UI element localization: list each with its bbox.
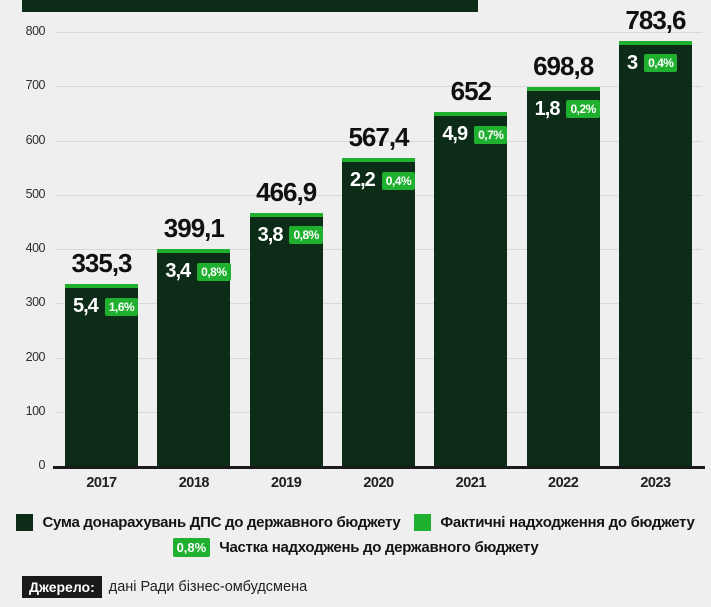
total-label-2017: 335,3 (71, 248, 132, 279)
gridline-800 (55, 32, 702, 33)
y-tick-label-600: 600 (25, 132, 46, 147)
legend-row-1: Сума донарахувань ДПС до державного бюдж… (16, 514, 695, 531)
y-tick-label-200: 200 (25, 349, 46, 364)
bright-green-swatch-icon (414, 514, 432, 531)
share-badge-2020: 0,4% (381, 171, 416, 190)
bar-2019 (249, 212, 323, 466)
bar-2020 (341, 158, 415, 466)
y-tick-label-500: 500 (25, 186, 46, 201)
bar-inner-labels-2019: 3,8 0,8% (258, 224, 323, 247)
total-label-2023: 783,6 (625, 4, 686, 35)
y-tick-label-300: 300 (25, 295, 46, 310)
source-badge: Джерело: (22, 576, 102, 598)
inflow-value-2021: 4,9 (442, 123, 468, 146)
bar-2023 (618, 40, 692, 466)
bar-inner-labels-2023: 3 0,4% (626, 51, 678, 75)
x-tick-label-2020: 2020 (363, 475, 394, 491)
inflow-value-2020: 2,2 (349, 169, 376, 192)
x-tick-label-2023: 2023 (640, 475, 671, 491)
x-axis-line (53, 466, 705, 469)
bar-2022 (526, 86, 600, 466)
bar-2018 (157, 249, 231, 466)
share-badge-2018: 0,8% (197, 262, 231, 281)
inflow-value-2017: 5,4 (73, 295, 99, 318)
bar-inner-labels-2017: 5,4 1,6% (73, 295, 139, 318)
y-tick-label-800: 800 (25, 24, 46, 38)
y-tick-label-100: 100 (25, 403, 46, 418)
chart-legend: Сума донарахувань ДПС до державного бюдж… (0, 514, 711, 557)
y-tick-label-700: 700 (25, 78, 46, 93)
bar-inner-labels-2022: 1,8 0,2% (535, 98, 600, 121)
x-tick-label-2017: 2017 (86, 475, 117, 491)
bar-2021 (434, 112, 508, 466)
x-tick-label-2019: 2019 (271, 475, 302, 491)
total-label-2021: 652 (450, 76, 492, 107)
inflow-value-2018: 3,4 (165, 260, 191, 283)
legend-label-accruals: Сума донарахувань ДПС до державного бюдж… (42, 514, 401, 531)
total-label-2019: 466,9 (256, 176, 317, 207)
y-tick-label-400: 400 (25, 241, 46, 255)
bar-inner-labels-2020: 2,2 0,4% (349, 169, 416, 192)
gridline-700 (55, 86, 702, 88)
total-label-2018: 399,1 (163, 213, 225, 244)
percent-badge-icon: 0,8% (172, 538, 211, 557)
bar-inner-labels-2021: 4,9 0,7% (442, 123, 508, 146)
share-badge-2019: 0,8% (289, 226, 323, 245)
total-label-2020: 567,4 (348, 122, 409, 153)
share-badge-2021: 0,7% (474, 125, 508, 144)
source-row: Джерело: дані Ради бізнес-омбудсмена (22, 576, 307, 598)
source-text: дані Ради бізнес-омбудсмена (108, 579, 308, 595)
x-tick-label-2018: 2018 (178, 475, 210, 491)
x-tick-label-2022: 2022 (548, 475, 579, 491)
legend-item-share: 0,8% Частка надходжень до державного бюд… (172, 538, 539, 557)
legend-label-inflows: Фактичні надходження до бюджету (440, 514, 695, 531)
legend-row-2: 0,8% Частка надходжень до державного бюд… (172, 538, 539, 557)
share-badge-2017: 1,6% (104, 297, 139, 316)
title-banner-cropped (22, 0, 478, 12)
share-badge-2022: 0,2% (566, 100, 600, 119)
legend-item-accruals: Сума донарахувань ДПС до державного бюдж… (16, 514, 401, 531)
legend-label-share: Частка надходжень до державного бюджету (219, 539, 539, 556)
total-label-2022: 698,8 (533, 50, 594, 81)
share-badge-2023: 0,4% (644, 54, 678, 73)
bar-inner-labels-2018: 3,4 0,8% (165, 260, 231, 283)
y-tick-label-0: 0 (38, 458, 46, 472)
inflow-value-2023: 3 (626, 51, 638, 74)
inflow-value-2019: 3,8 (257, 223, 284, 246)
x-tick-label-2021: 2021 (455, 475, 487, 491)
dark-green-swatch-icon (16, 514, 34, 531)
inflow-value-2022: 1,8 (534, 97, 561, 120)
legend-item-inflows: Фактичні надходження до бюджету (414, 514, 695, 531)
gridline-600 (55, 140, 702, 142)
